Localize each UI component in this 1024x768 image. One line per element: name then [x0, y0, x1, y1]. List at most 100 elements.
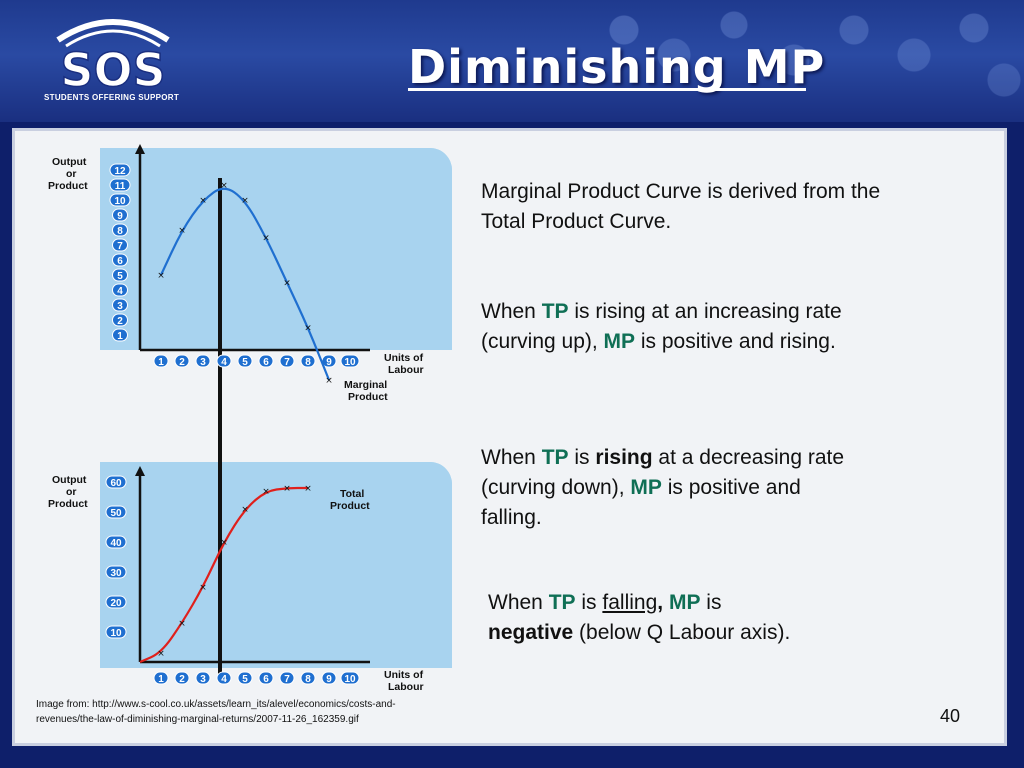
tp-x-tick-label: 7 — [284, 674, 290, 685]
page-number: 40 — [940, 706, 961, 726]
mp-x-tick-label: 7 — [284, 357, 290, 368]
svg-text:Units of Labour: Units of Labour — [384, 669, 426, 693]
tp-term: TP — [548, 591, 576, 614]
mp-x-tick-badge — [340, 354, 360, 368]
mp-x-tick-badge — [153, 354, 169, 368]
mp-y-tick-label: 7 — [117, 241, 123, 252]
tp-data-point: × — [241, 505, 249, 515]
mp-y-tick-label: 4 — [117, 286, 123, 297]
svg-text:Marginal Product: Marginal Product — [344, 379, 390, 403]
tp-data-point: × — [304, 484, 312, 494]
tp-y-tick-label: 40 — [110, 538, 122, 549]
tp-data-point: × — [262, 487, 270, 497]
tp-data-point: × — [283, 484, 291, 494]
slide-title: Diminishing MP — [408, 40, 826, 94]
tp-y-tick-badge — [105, 475, 127, 489]
tp-x-tick-label: 3 — [200, 674, 206, 685]
tp-mp-graph: Output or Product Output or Product Unit… — [40, 144, 452, 695]
mp-x-tick-label: 8 — [305, 357, 311, 368]
tp-x-tick-label: 5 — [242, 674, 248, 685]
tp-y-tick-label: 60 — [110, 478, 122, 489]
rising-term: rising — [595, 446, 653, 469]
tp-x-tick-label: 9 — [326, 674, 332, 685]
tp-plot-fill — [140, 462, 452, 668]
tp-term: TP — [541, 446, 569, 469]
mp-y-tick-badge — [112, 208, 128, 222]
mp-y-tick-badge — [112, 268, 128, 282]
mp-xlabel-1: Units of — [384, 352, 424, 364]
tp-curve-label-1: Total — [340, 488, 364, 500]
svg-text:Total Product: Total Product — [330, 488, 370, 512]
tp-y-tick-badge — [105, 505, 127, 519]
tp-x-tick-badge — [237, 671, 253, 685]
mp-x-tick-label: 5 — [242, 357, 248, 368]
mp-y-tick-label: 5 — [117, 271, 123, 282]
mp-ylabel-1: Output — [52, 156, 87, 168]
tp-x-tick-label: 4 — [221, 674, 227, 685]
tp-data-point: × — [178, 619, 186, 629]
mp-data-point: × — [199, 196, 207, 206]
mp-y-arrow — [135, 144, 145, 154]
mp-y-tick-label: 11 — [115, 181, 126, 192]
tp-data-point: × — [199, 583, 207, 593]
mp-x-tick-badge — [216, 354, 232, 368]
mp-data-point: × — [283, 279, 291, 289]
tp-x-tick-label: 10 — [344, 674, 356, 685]
logo-tagline: STUDENTS OFFERING SUPPORT — [44, 93, 180, 102]
tp-x-tick-badge — [340, 671, 360, 685]
tp-x-tick-badge — [300, 671, 316, 685]
mp-x-tick-badge — [258, 354, 274, 368]
mp-x-tick-badge — [195, 354, 211, 368]
mp-y-tick-badge — [109, 178, 131, 192]
tp-data-point: × — [157, 649, 165, 659]
tp-y-tick-label: 50 — [110, 508, 122, 519]
sos-logo: SOS — [56, 19, 170, 98]
mp-y-tick-badge — [112, 253, 128, 267]
tp-x-tick-badge — [153, 671, 169, 685]
mp-xlabel-2: Labour — [388, 364, 424, 376]
falling-term: falling — [602, 591, 658, 614]
mp-ylabel-2: or — [66, 168, 77, 180]
slide-header: SOS STUDENTS OFFERING SUPPORT Diminishin… — [0, 0, 1024, 122]
tp-x-tick-badge — [321, 671, 337, 685]
mp-y-tick-label: 2 — [117, 316, 123, 327]
mp-x-tick-badge — [300, 354, 316, 368]
tp-x-tick-badge — [279, 671, 295, 685]
mp-y-tick-badge — [112, 328, 128, 342]
mp-y-tick-label: 9 — [117, 211, 123, 222]
tp-ylabel-3: Product — [48, 498, 88, 510]
mp-curve — [160, 187, 331, 381]
tp-y-tick-badge — [105, 535, 127, 549]
tp-xlabel-2: Labour — [388, 681, 424, 693]
mp-x-tick-label: 1 — [158, 357, 164, 368]
mp-y-tick-badge — [112, 283, 128, 297]
tp-curve-label-2: Product — [330, 500, 370, 512]
negative-term: negative — [488, 621, 574, 644]
paragraph-3: When TP is rising at a decreasing rate (… — [481, 446, 845, 529]
image-source-note: Image from: http://www.s-cool.co.uk/asse… — [36, 699, 396, 725]
tp-y-tick-badge — [105, 565, 127, 579]
mp-term: MP — [630, 476, 662, 499]
mp-data-point: × — [304, 324, 312, 334]
mp-x-tick-label: 4 — [221, 357, 227, 368]
paragraph-1: Marginal Product Curve is derived from t… — [481, 180, 881, 233]
tp-y-tick-label: 20 — [110, 598, 122, 609]
tp-x-tick-badge — [258, 671, 274, 685]
mp-y-tick-label: 10 — [114, 196, 126, 207]
tp-y-tick-badge — [105, 625, 127, 639]
mp-data-point: × — [220, 181, 228, 191]
title-underline — [408, 88, 806, 91]
tp-y-arrow — [135, 466, 145, 476]
tp-y-tick-label: 10 — [110, 628, 122, 639]
tp-x-tick-badge — [216, 671, 232, 685]
tp-y-tick-label: 30 — [110, 568, 122, 579]
mp-x-tick-label: 10 — [344, 357, 356, 368]
header-photo — [604, 0, 1024, 122]
paragraph-4: When TP is falling, MP is negative (belo… — [488, 591, 791, 644]
mp-y-tick-badge — [112, 298, 128, 312]
mp-term: MP — [603, 330, 636, 353]
mp-y-tick-label: 6 — [117, 256, 123, 267]
mp-ylabel-3: Product — [48, 180, 88, 192]
mp-y-tick-badge — [109, 193, 131, 207]
mp-x-tick-label: 6 — [263, 357, 269, 368]
